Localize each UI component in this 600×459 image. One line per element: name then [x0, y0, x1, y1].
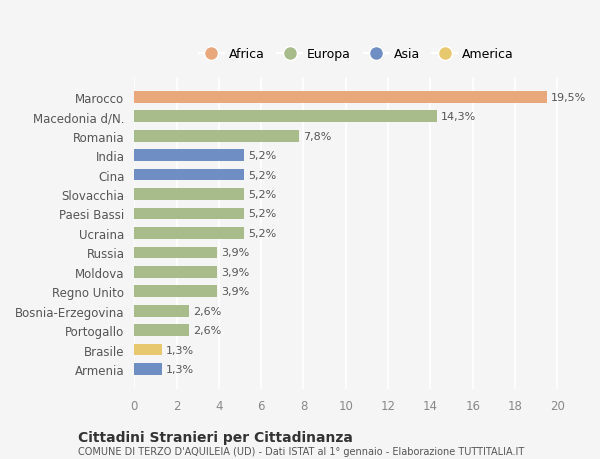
Text: 1,3%: 1,3%	[166, 364, 194, 374]
Text: 3,9%: 3,9%	[221, 248, 249, 258]
Bar	[134, 131, 299, 142]
Text: 5,2%: 5,2%	[248, 170, 277, 180]
Text: 3,9%: 3,9%	[221, 267, 249, 277]
Bar	[134, 247, 217, 259]
Text: COMUNE DI TERZO D'AQUILEIA (UD) - Dati ISTAT al 1° gennaio - Elaborazione TUTTIT: COMUNE DI TERZO D'AQUILEIA (UD) - Dati I…	[78, 447, 524, 456]
Text: 2,6%: 2,6%	[193, 325, 222, 336]
Bar	[134, 228, 244, 239]
Bar	[134, 364, 162, 375]
Text: 14,3%: 14,3%	[441, 112, 476, 122]
Text: 2,6%: 2,6%	[193, 306, 222, 316]
Text: 5,2%: 5,2%	[248, 229, 277, 238]
Bar	[134, 208, 244, 220]
Text: 7,8%: 7,8%	[304, 131, 332, 141]
Legend: Africa, Europa, Asia, America: Africa, Europa, Asia, America	[194, 43, 519, 66]
Bar	[134, 111, 437, 123]
Bar	[134, 150, 244, 162]
Text: 19,5%: 19,5%	[551, 93, 586, 103]
Text: 1,3%: 1,3%	[166, 345, 194, 355]
Bar	[134, 286, 217, 297]
Bar	[134, 325, 189, 336]
Bar	[134, 169, 244, 181]
Text: 5,2%: 5,2%	[248, 151, 277, 161]
Bar	[134, 305, 189, 317]
Text: 5,2%: 5,2%	[248, 209, 277, 219]
Text: 5,2%: 5,2%	[248, 190, 277, 200]
Bar	[134, 344, 162, 356]
Bar	[134, 266, 217, 278]
Text: Cittadini Stranieri per Cittadinanza: Cittadini Stranieri per Cittadinanza	[78, 430, 353, 444]
Bar	[134, 189, 244, 201]
Bar	[134, 92, 547, 103]
Text: 3,9%: 3,9%	[221, 287, 249, 297]
